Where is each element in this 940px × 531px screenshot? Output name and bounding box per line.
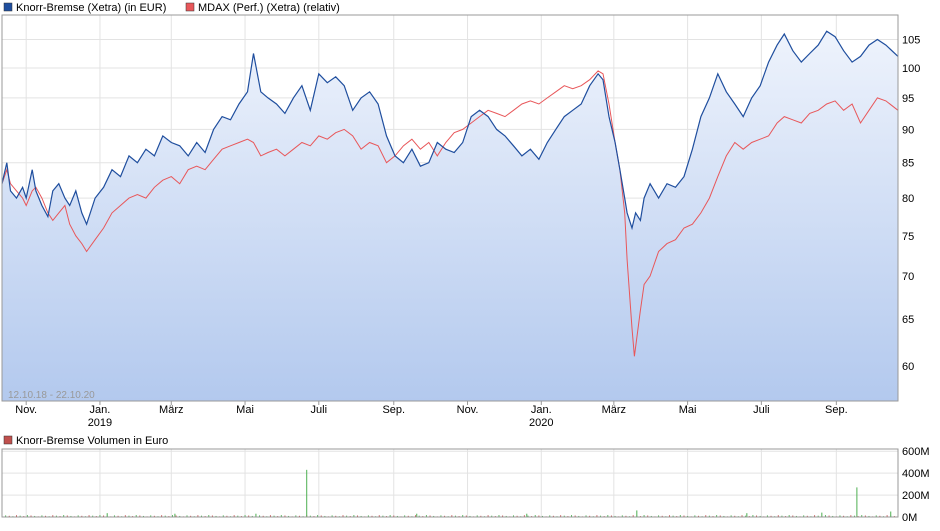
legend-label-volume: Knorr-Bremse Volumen in Euro (16, 435, 168, 447)
x-tick-label: Juli (753, 404, 770, 416)
x-tick-label: Sep. (825, 404, 848, 416)
x-tick-year-label: 2020 (529, 417, 553, 429)
knorr-series-line (1, 30, 899, 231)
price-y-tick-label: 70 (902, 271, 914, 283)
volume-plot-background (2, 449, 898, 517)
volume-y-tick-label: 0M (902, 512, 917, 524)
price-y-tick-label: 100 (902, 63, 920, 75)
volume-y-axis: 0M 200M 400M 600M (902, 446, 930, 524)
legend-label-knorr: Knorr-Bremse (Xetra) (in EUR) (16, 2, 166, 14)
volume-y-tick-label: 400M (902, 468, 930, 480)
legend-swatch-knorr (3, 2, 13, 12)
volume-y-tick-label: 600M (902, 446, 930, 458)
legend-swatch-mdax (185, 2, 195, 12)
x-tick-label: Jan. (531, 404, 552, 416)
x-tick-label: März (602, 404, 626, 416)
price-y-tick-label: 90 (902, 124, 914, 136)
legend-swatch-volume (3, 435, 13, 445)
x-tick-label: Sep. (382, 404, 405, 416)
volume-plot-frame (1, 448, 899, 518)
price-y-axis: 60 65 70 75 80 85 90 95 100 105 (902, 34, 920, 372)
price-y-tick-label: 65 (902, 314, 914, 326)
x-tick-year-label: 2019 (88, 417, 112, 429)
price-y-tick-label: 95 (902, 93, 914, 105)
price-y-tick-label: 105 (902, 34, 920, 46)
legend-label-mdax: MDAX (Perf.) (Xetra) (relativ) (198, 2, 340, 14)
x-tick-label: Jan. (90, 404, 111, 416)
price-plot: 60 65 70 75 80 85 90 95 100 105 12.10.18 - 22.10.… (1, 14, 920, 402)
price-plot-frame (1, 14, 899, 402)
x-tick-label: Mai (236, 404, 254, 416)
x-tick-label: Juli (311, 404, 328, 416)
date-range-label: 12.10.18 - 22.10.20 (8, 390, 95, 401)
price-legend: Knorr-Bremse (Xetra) (in EUR) MDAX (Perf… (3, 2, 340, 14)
price-y-tick-label: 60 (902, 361, 914, 373)
price-y-tick-label: 85 (902, 158, 914, 170)
volume-legend: Knorr-Bremse Volumen in Euro (3, 435, 168, 447)
knorr-area-fill (2, 31, 898, 401)
x-tick-label: Nov. (457, 404, 479, 416)
price-y-tick-label: 75 (902, 231, 914, 243)
mdax-series-line (1, 70, 899, 357)
price-y-tick-label: 80 (902, 193, 914, 205)
x-tick-label: März (159, 404, 183, 416)
x-tick-label: Nov. (15, 404, 37, 416)
volume-plot: 0M 200M 400M 600M (1, 446, 930, 524)
x-tick-label: Mai (679, 404, 697, 416)
volume-y-tick-label: 200M (902, 490, 930, 502)
